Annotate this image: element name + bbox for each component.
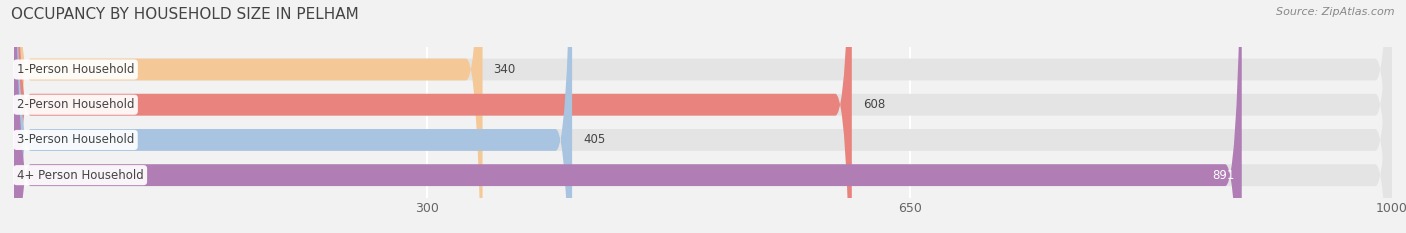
FancyBboxPatch shape bbox=[14, 0, 1392, 233]
FancyBboxPatch shape bbox=[14, 0, 1241, 233]
Text: 608: 608 bbox=[863, 98, 886, 111]
Text: 4+ Person Household: 4+ Person Household bbox=[17, 169, 143, 182]
FancyBboxPatch shape bbox=[14, 0, 852, 233]
FancyBboxPatch shape bbox=[14, 0, 572, 233]
FancyBboxPatch shape bbox=[14, 0, 1392, 233]
FancyBboxPatch shape bbox=[14, 0, 1392, 233]
Text: Source: ZipAtlas.com: Source: ZipAtlas.com bbox=[1277, 7, 1395, 17]
FancyBboxPatch shape bbox=[14, 0, 1392, 233]
FancyBboxPatch shape bbox=[14, 0, 482, 233]
Text: 891: 891 bbox=[1212, 169, 1234, 182]
Text: 2-Person Household: 2-Person Household bbox=[17, 98, 135, 111]
Text: 405: 405 bbox=[583, 134, 606, 146]
Text: 340: 340 bbox=[494, 63, 516, 76]
Text: OCCUPANCY BY HOUSEHOLD SIZE IN PELHAM: OCCUPANCY BY HOUSEHOLD SIZE IN PELHAM bbox=[11, 7, 359, 22]
Text: 3-Person Household: 3-Person Household bbox=[17, 134, 134, 146]
Text: 1-Person Household: 1-Person Household bbox=[17, 63, 135, 76]
